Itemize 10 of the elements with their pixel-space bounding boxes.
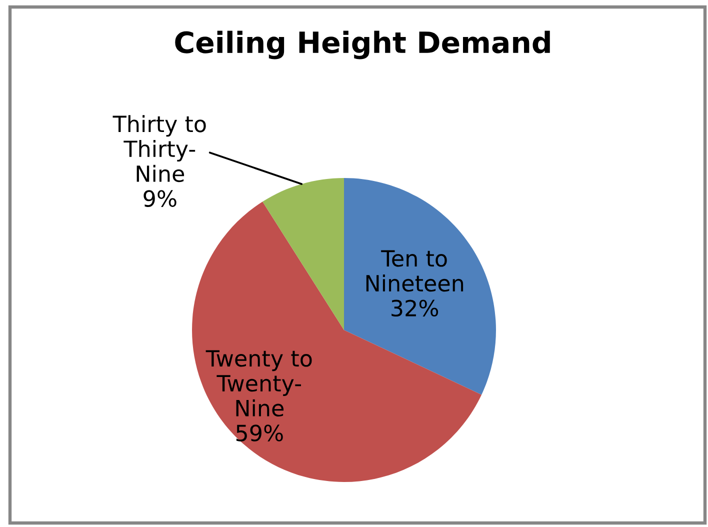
slice-label: Thirty to Thirty- Nine (112, 115, 206, 182)
chart-title: Ceiling Height Demand (175, 30, 550, 60)
slice-label: Twenty to Twenty- Nine (206, 350, 312, 417)
data-label: 32% (392, 300, 438, 317)
slice-label: Ten to Nineteen (366, 250, 464, 292)
pie-slice (344, 178, 496, 395)
data-label: 59% (236, 424, 283, 442)
pie-slice (262, 178, 344, 330)
pie-slice (192, 202, 482, 482)
data-label: 9% (144, 190, 176, 207)
